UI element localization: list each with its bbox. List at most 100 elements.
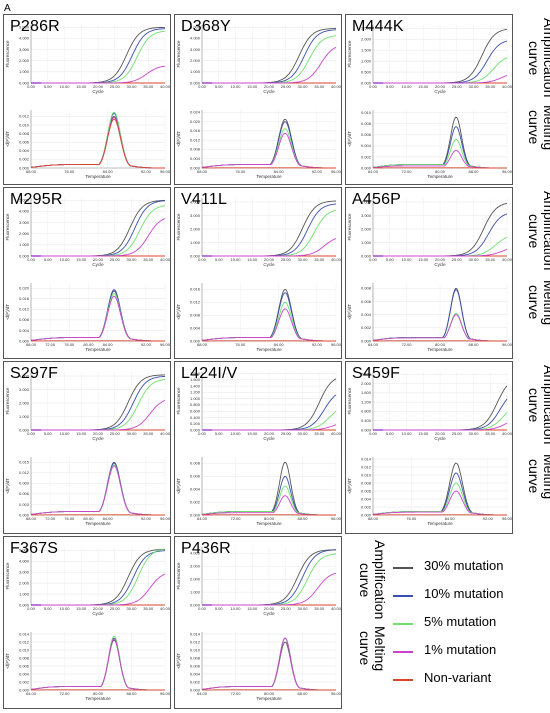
amplification-xtick-label: 25.00 [110, 431, 121, 436]
amplification-xtick-label: 25.00 [281, 257, 292, 262]
melting-xtick-label: 96.00 [160, 691, 171, 696]
amplification-series [373, 28, 508, 84]
melting-ytick-label: 0.024 [190, 110, 201, 115]
melting-ytick-label: 0.006 [19, 140, 30, 145]
variant-panel: V411L 0.000 1.000 2.000 3.000 4.000 0.00 5.00 10… [174, 187, 342, 359]
amplification-xtick-label: 35.00 [143, 606, 154, 611]
amplification-xtick-label: 25.00 [281, 606, 292, 611]
melting-xlabel: Temperature [85, 174, 111, 179]
amplification-xtick-label: 5.00 [44, 257, 53, 262]
amplification-xtick-label: 0.00 [198, 606, 207, 611]
amplification-xtick-label: 0.00 [27, 257, 36, 262]
amplification-ytick-label: 0.000 [361, 427, 372, 432]
amplification-side-label: Amplification curve [357, 540, 388, 619]
melting-series [372, 116, 507, 169]
melting-side-label-line: curve [526, 110, 542, 145]
amplification-xtick-label: 10.00 [230, 257, 241, 262]
melting-ytick-label: 0.012 [190, 300, 201, 305]
amplification-xtick-label: 0.00 [27, 431, 36, 436]
melting-ytick-label: 0.002 [361, 325, 372, 330]
melting-ytick-label: 0.008 [190, 655, 201, 660]
variant-chart: 0.000 1.000 2.000 3.000 4.000 0.00 5.00 10.00 15… [176, 198, 342, 352]
melting-ytick-label: 0.010 [361, 110, 372, 115]
melting-ytick-label: 0.004 [361, 496, 372, 501]
amplification-xtick-label: 0.00 [198, 257, 207, 262]
melting-axes: 0.000 0.002 0.004 0.006 0.008 0.010 0.012 0.014… [176, 631, 342, 701]
melting-curve-1-mutation [372, 490, 507, 516]
amplification-ytick-label: 2.500 [361, 26, 372, 31]
melting-ytick-label: 0.004 [361, 312, 372, 317]
melting-ytick-label: 0.000 [190, 512, 201, 517]
melting-axes: 0.000 0.002 0.004 0.006 0.008 0.010 0.012 0.014… [5, 631, 171, 701]
melting-xtick-label: 72.00 [401, 169, 412, 174]
melting-xlabel: Temperature [85, 347, 111, 352]
melting-xtick-label: 80.00 [93, 691, 104, 696]
melting-series [372, 462, 507, 516]
amplification-series [202, 200, 337, 257]
amplification-ytick-label: 1.000 [190, 396, 201, 401]
melting-axes: 0.000 0.002 0.004 0.006 0.008 64.00 72.00 80.00… [347, 283, 513, 352]
melting-axes: 0.000 0.002 0.004 0.006 0.008 64.00 72.00 80.00… [176, 457, 342, 526]
melting-ytick-label: 0.000 [361, 512, 372, 517]
amplification-xtick-label: 30.00 [126, 606, 137, 611]
amplification-ytick-label: 2.000 [190, 577, 201, 582]
amplification-xtick-label: 35.00 [314, 257, 325, 262]
melting-curve-10-mutation [30, 462, 165, 516]
amplification-curve-1-mutation [31, 218, 166, 257]
amplification-xtick-label: 40.00 [331, 606, 342, 611]
melting-curve-30-mutation [201, 118, 336, 169]
amplification-xtick-label: 15.00 [76, 431, 87, 436]
amplification-curve-1-mutation [202, 424, 337, 431]
amplification-ylabel: Fluorescence [5, 562, 10, 590]
amplification-xtick-label: 10.00 [59, 84, 70, 89]
melting-ytick-label: 0.002 [19, 157, 30, 162]
melting-xtick-label: 64.00 [26, 691, 37, 696]
amplification-ytick-label: 0.800 [190, 402, 201, 407]
amplification-ytick-label: 2.000 [19, 58, 30, 63]
amplification-ytick-label: 2.000 [19, 400, 30, 405]
melting-series [30, 635, 165, 691]
amplification-xtick-label: 40.00 [331, 431, 342, 436]
variant-panel: P286R 0.000 1.000 2.000 3.000 4.000 5.000 0.00 5… [3, 14, 171, 185]
amplification-xtick-label: 40.00 [160, 257, 171, 262]
melting-ylabel: -d(F)/dT [5, 653, 10, 670]
melting-ytick-label: 0.008 [190, 147, 201, 152]
amplification-xlabel: Cycle [263, 611, 275, 616]
amplification-xtick-label: 15.00 [418, 431, 429, 436]
amplification-ytick-label: 3.000 [19, 387, 30, 392]
melting-side-label-line: Melting [541, 454, 550, 500]
amplification-axes: 0.000 1.000 2.000 3.000 4.000 5.000 0.00 5.00 10… [5, 198, 171, 267]
amplification-ytick-label: 1.600 [190, 377, 201, 382]
amplification-xtick-label: 25.00 [452, 431, 463, 436]
melting-ytick-label: 0.003 [19, 502, 30, 507]
amplification-ytick-label: 2.000 [361, 37, 372, 42]
amplification-ylabel: Fluorescence [5, 387, 10, 415]
variant-label: S297F [10, 365, 59, 382]
melting-ytick-label: 0.004 [190, 487, 201, 492]
amplification-side-label-line: Amplification [541, 18, 550, 98]
amplification-xtick-label: 10.00 [401, 431, 412, 436]
amplification-ytick-label: 0.400 [361, 418, 372, 423]
melting-axes: 0.000 0.004 0.008 0.012 0.016 68.00 76.00 84.00… [176, 283, 342, 352]
melting-ytick-label: 0.014 [361, 456, 372, 461]
amplification-ytick-label: 0.000 [190, 427, 201, 432]
amplification-ytick-label: 4.000 [361, 199, 372, 204]
melting-side-label: Melting curve [357, 626, 388, 671]
amplification-xtick-label: 30.00 [126, 431, 137, 436]
melting-curve-10-mutation [30, 113, 165, 169]
amplification-ytick-label: 3.000 [361, 213, 372, 218]
melting-ytick-label: 0.010 [190, 647, 201, 652]
amplification-ytick-label: 0.000 [190, 80, 201, 85]
melting-ytick-label: 0.006 [190, 474, 201, 479]
amplification-xtick-label: 10.00 [230, 431, 241, 436]
amplification-xtick-label: 10.00 [401, 84, 412, 89]
amplification-xtick-label: 35.00 [314, 84, 325, 89]
melting-ytick-label: 0.015 [19, 460, 30, 465]
amplification-ytick-label: 1.000 [361, 58, 372, 63]
melting-ytick-label: 0.012 [19, 470, 30, 475]
amplification-xtick-label: 40.00 [160, 606, 171, 611]
amplification-xtick-label: 0.00 [27, 606, 36, 611]
amplification-xlabel: Cycle [92, 262, 104, 267]
melting-xtick-label: 92.00 [312, 169, 323, 174]
amplification-xtick-label: 10.00 [59, 606, 70, 611]
